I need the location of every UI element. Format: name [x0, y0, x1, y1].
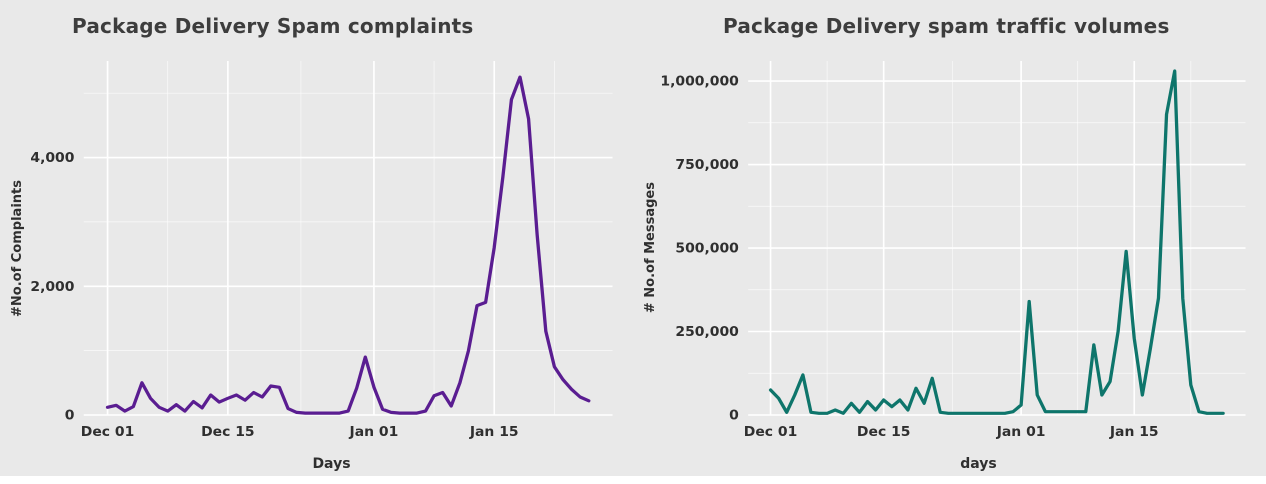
complaints-chart-body: #No.of Complaints 0 2,000 4,000 Dec 01 Dec 1…: [6, 40, 627, 456]
traffic-y-axis: # No.of Messages: [639, 182, 661, 313]
svg-text:0: 0: [65, 408, 75, 424]
svg-text:Dec 01: Dec 01: [744, 424, 798, 440]
svg-text:250,000: 250,000: [675, 324, 738, 340]
svg-text:Dec 15: Dec 15: [857, 424, 911, 440]
bottom-strip: [0, 476, 1266, 484]
traffic-plot-area: 0 250,000 500,000 750,000 1,000,000 Dec 01 Dec…: [661, 47, 1260, 449]
svg-text:750,000: 750,000: [675, 157, 738, 173]
svg-text:Dec 15: Dec 15: [201, 424, 255, 440]
chart-card-traffic: Package Delivery spam traffic volumes # …: [633, 0, 1266, 476]
svg-text:Jan 15: Jan 15: [469, 424, 519, 440]
complaints-x-axis-label: Days: [312, 456, 351, 472]
complaints-chart-title: Package Delivery Spam complaints: [72, 14, 474, 38]
svg-text:Jan 15: Jan 15: [1109, 424, 1159, 440]
complaints-plot-area: 0 2,000 4,000 Dec 01 Dec 15 Jan 01 Jan 15: [28, 47, 627, 449]
complaints-y-axis-label: #No.of Complaints: [9, 179, 25, 317]
traffic-line-plot: 0 250,000 500,000 750,000 1,000,000 Dec 01 Dec…: [661, 61, 1246, 440]
svg-text:Jan 01: Jan 01: [996, 424, 1046, 440]
svg-text:Dec 01: Dec 01: [81, 424, 135, 440]
svg-text:Jan 01: Jan 01: [349, 424, 399, 440]
chart-card-complaints: Package Delivery Spam complaints #No.of …: [0, 0, 633, 476]
traffic-chart-body: # No.of Messages 0 250,000 500,000 750,000 1…: [639, 40, 1260, 456]
svg-text:500,000: 500,000: [675, 241, 738, 257]
complaints-y-axis: #No.of Complaints: [6, 180, 28, 317]
svg-text:1,000,000: 1,000,000: [661, 74, 739, 90]
svg-text:0: 0: [729, 408, 739, 424]
traffic-y-axis-label: # No.of Messages: [642, 182, 658, 314]
traffic-chart-title: Package Delivery spam traffic volumes: [723, 14, 1170, 38]
svg-text:4,000: 4,000: [30, 150, 74, 166]
complaints-line-plot: 0 2,000 4,000 Dec 01 Dec 15 Jan 01 Jan 15: [30, 61, 613, 440]
svg-text:2,000: 2,000: [30, 279, 74, 295]
traffic-x-axis-label: days: [960, 456, 997, 472]
